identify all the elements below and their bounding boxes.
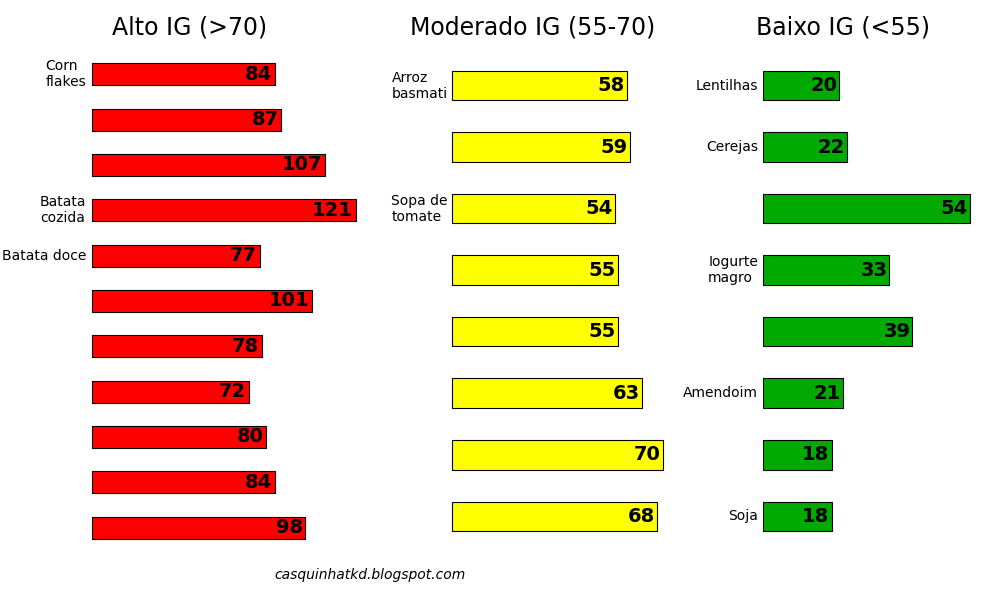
Text: 20: 20 <box>810 76 837 95</box>
Bar <box>452 378 642 408</box>
Text: 68: 68 <box>628 507 655 526</box>
Text: 58: 58 <box>598 76 625 95</box>
Text: 98: 98 <box>276 518 303 537</box>
Text: 22: 22 <box>818 137 845 157</box>
Text: 84: 84 <box>245 473 272 492</box>
Text: 72: 72 <box>219 382 246 401</box>
Bar <box>763 133 847 162</box>
Title: Alto IG (>70): Alto IG (>70) <box>112 15 267 40</box>
Text: 77: 77 <box>230 246 257 265</box>
Text: Soja: Soja <box>728 510 758 523</box>
Bar <box>92 426 266 448</box>
Text: 33: 33 <box>860 261 887 280</box>
Text: 39: 39 <box>883 322 910 341</box>
Bar <box>452 133 630 162</box>
Text: Iogurte
magro: Iogurte magro <box>708 255 758 285</box>
Text: 59: 59 <box>601 137 628 157</box>
Text: 63: 63 <box>613 384 640 402</box>
Text: 78: 78 <box>232 337 259 356</box>
Text: Lentilhas: Lentilhas <box>696 78 758 92</box>
Bar <box>92 63 275 85</box>
Text: 107: 107 <box>282 156 322 174</box>
Bar <box>92 336 262 357</box>
Text: 55: 55 <box>589 322 616 341</box>
Bar <box>92 154 325 176</box>
Text: 55: 55 <box>589 261 616 280</box>
Bar <box>92 517 305 539</box>
Text: Batata
cozida: Batata cozida <box>40 195 86 226</box>
Text: 70: 70 <box>634 445 661 465</box>
Bar <box>763 317 912 347</box>
Bar <box>92 109 281 131</box>
Text: 21: 21 <box>814 384 841 402</box>
Bar <box>452 255 618 285</box>
Bar <box>452 194 615 224</box>
Title: Moderado IG (55-70): Moderado IG (55-70) <box>410 15 655 40</box>
Bar <box>452 502 657 531</box>
Text: 18: 18 <box>802 445 830 465</box>
Text: Batata doce: Batata doce <box>2 249 86 263</box>
Text: Cerejas: Cerejas <box>706 140 758 154</box>
Text: 87: 87 <box>252 110 279 129</box>
Text: casquinhatkd.blogspot.com: casquinhatkd.blogspot.com <box>274 567 466 582</box>
Bar <box>92 381 249 402</box>
Bar <box>763 502 832 531</box>
Bar <box>763 71 839 100</box>
Bar <box>763 194 970 224</box>
Bar <box>452 440 663 469</box>
Bar <box>763 255 889 285</box>
Text: Amendoim: Amendoim <box>683 386 758 400</box>
Text: 54: 54 <box>586 199 613 218</box>
Text: 84: 84 <box>245 65 272 84</box>
Bar <box>452 317 618 347</box>
Text: Corn
flakes: Corn flakes <box>46 59 86 89</box>
Bar <box>92 290 312 312</box>
Text: 18: 18 <box>802 507 830 526</box>
Text: 80: 80 <box>236 427 263 446</box>
Text: Sopa de
tomate: Sopa de tomate <box>391 193 448 224</box>
Bar <box>92 471 275 493</box>
Text: 121: 121 <box>312 201 353 220</box>
Title: Baixo IG (<55): Baixo IG (<55) <box>756 15 930 40</box>
Text: Arroz
basmati: Arroz basmati <box>392 71 448 101</box>
Bar <box>763 440 832 469</box>
Text: 101: 101 <box>269 291 309 311</box>
Bar <box>92 245 260 266</box>
Bar <box>763 378 843 408</box>
Bar <box>452 71 627 100</box>
Bar <box>92 199 356 221</box>
Text: 54: 54 <box>941 199 968 218</box>
